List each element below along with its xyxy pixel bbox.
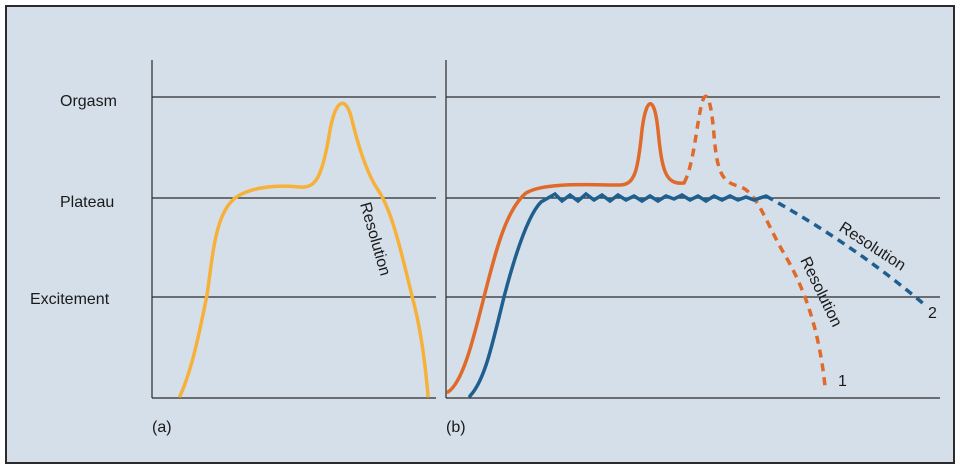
stage-label-plateau: Plateau [60, 194, 114, 211]
curve-2-label: 2 [928, 305, 937, 322]
panel-b-curve-2-solid [468, 191, 768, 398]
panel-b-curve-1-solid [446, 102, 686, 394]
figure-panel [5, 5, 955, 464]
panel-b-axes [445, 60, 940, 399]
panel-b-curve-2-dashed [765, 194, 927, 307]
curve-1-label: 1 [838, 373, 847, 390]
panel-label-a: (a) [152, 419, 172, 436]
resolution-label-b1: Resolution [796, 254, 844, 329]
panel-a-response-curve [178, 101, 430, 398]
resolution-label-b2: Resolution [836, 219, 909, 274]
panel-label-b: (b) [446, 419, 466, 436]
stage-label-orgasm: Orgasm [60, 93, 117, 110]
stage-label-excitement: Excitement [30, 291, 110, 308]
panel-a-axes [151, 60, 436, 399]
panel-b-curve-1-dashed [682, 94, 827, 387]
